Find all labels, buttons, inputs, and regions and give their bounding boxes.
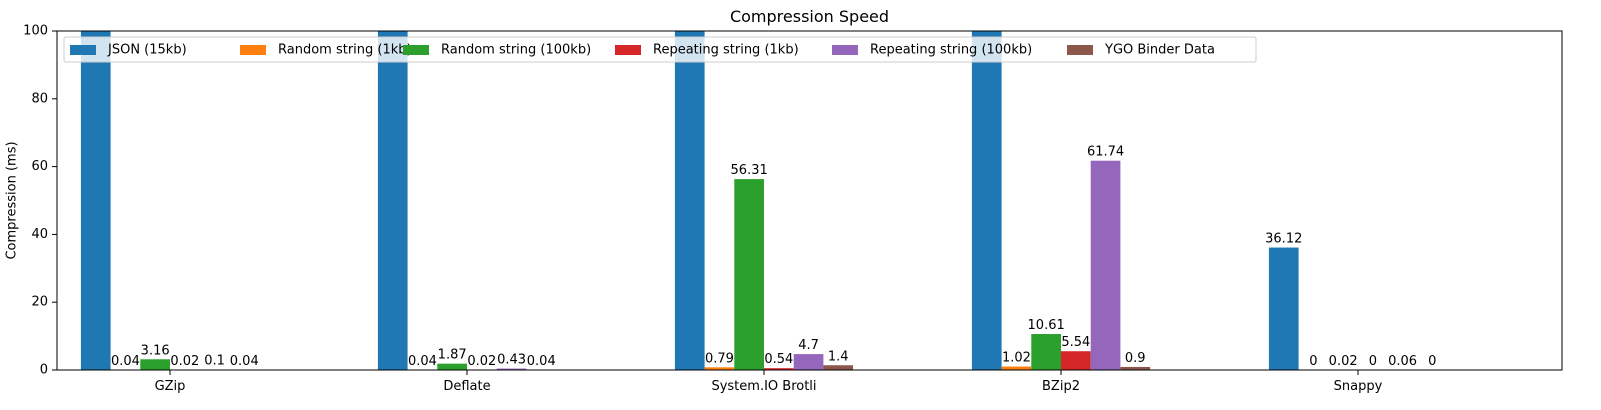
legend-label-0: JSON (15kb) xyxy=(107,43,187,58)
data-label-2-2: 56.31 xyxy=(731,163,768,178)
y-tick-label: 80 xyxy=(31,91,48,106)
chart-title: Compression Speed xyxy=(730,7,889,26)
data-label-4-4: 0.06 xyxy=(1388,354,1417,369)
bar-2-4 xyxy=(793,354,824,370)
y-tick-label: 100 xyxy=(23,24,48,39)
x-axis: GZip Deflate System.IO Brotli BZip2 Snappy xyxy=(155,370,1383,394)
bar-3-5 xyxy=(1120,366,1151,370)
legend-swatch-2 xyxy=(403,45,429,55)
data-label-0-5: 0.04 xyxy=(230,354,259,369)
bar-2-5 xyxy=(823,365,854,370)
data-label-4-2: 0.02 xyxy=(1329,354,1358,369)
bar-4-0 xyxy=(1268,247,1299,370)
data-label-4-0: 36.12 xyxy=(1265,232,1302,247)
bar-3-4 xyxy=(1090,160,1121,370)
data-label-1-3: 0.02 xyxy=(467,354,496,369)
legend-label-1: Random string (1kb) xyxy=(278,43,412,58)
data-label-2-4: 4.7 xyxy=(798,338,819,353)
data-label-4-3: 0 xyxy=(1369,354,1377,369)
data-label-4-1: 0 xyxy=(1309,354,1317,369)
data-label-4-5: 0 xyxy=(1428,354,1436,369)
legend-swatch-3 xyxy=(615,45,641,55)
plot-frame xyxy=(56,30,1563,371)
x-tick-label: BZip2 xyxy=(1042,379,1080,394)
y-tick-label: 20 xyxy=(31,295,48,310)
legend-label-4: Repeating string (100kb) xyxy=(870,43,1032,58)
bar-1-2 xyxy=(437,363,467,370)
legend-label-5: YGO Binder Data xyxy=(1104,43,1215,58)
legend: JSON (15kb) Random string (1kb) Random str… xyxy=(63,36,1257,63)
bar-3-3 xyxy=(1061,351,1091,370)
data-label-2-5: 1.4 xyxy=(828,349,849,364)
data-label-0-2: 3.16 xyxy=(141,343,170,358)
data-label-3-3: 5.54 xyxy=(1061,335,1090,350)
bar-3-1 xyxy=(1001,366,1032,370)
data-label-1-1: 0.04 xyxy=(408,354,437,369)
legend-swatch-0 xyxy=(70,45,96,55)
data-label-1-4: 0.43 xyxy=(497,353,526,368)
bar-0-0 xyxy=(80,31,111,370)
x-tick-label: System.IO Brotli xyxy=(711,379,816,394)
bar-2-3 xyxy=(764,368,794,370)
data-label-0-3: 0.02 xyxy=(170,354,199,369)
bars-layer xyxy=(80,31,1418,370)
y-axis: 0 20 40 60 80 100 xyxy=(23,24,57,378)
bar-2-2 xyxy=(734,179,764,370)
bar-2-1 xyxy=(704,367,735,370)
y-axis-label: Compression (ms) xyxy=(5,141,20,259)
data-label-3-5: 0.9 xyxy=(1125,351,1146,366)
legend-swatch-1 xyxy=(240,45,266,55)
data-label-1-2: 1.87 xyxy=(438,348,467,363)
bar-3-2 xyxy=(1031,334,1061,370)
bar-1-0 xyxy=(377,31,408,370)
legend-swatch-5 xyxy=(1067,45,1093,55)
y-tick-label: 40 xyxy=(31,227,48,242)
data-label-2-3: 0.54 xyxy=(764,352,793,367)
legend-label-3: Repeating string (1kb) xyxy=(653,43,799,58)
legend-label-2: Random string (100kb) xyxy=(441,43,591,58)
data-label-0-1: 0.04 xyxy=(111,354,140,369)
data-label-1-5: 0.04 xyxy=(527,354,556,369)
legend-swatch-4 xyxy=(832,45,858,55)
data-label-3-2: 10.61 xyxy=(1028,318,1065,333)
y-tick-label: 0 xyxy=(40,363,48,378)
legend-box xyxy=(63,36,1257,63)
bar-3-0 xyxy=(971,31,1002,370)
data-labels-layer: 0.043.160.02 0.1 0.04 0.04 1.87 0.02 0.43 0.04 0… xyxy=(111,145,1436,369)
bar-0-2 xyxy=(140,359,170,370)
data-label-2-1: 0.79 xyxy=(705,351,734,366)
data-label-0-4: 0.1 xyxy=(204,354,225,369)
bar-1-4 xyxy=(496,368,527,370)
data-label-3-4: 61.74 xyxy=(1087,145,1124,160)
data-label-3-1: 1.02 xyxy=(1002,351,1031,366)
y-tick-label: 60 xyxy=(31,159,48,174)
bar-2-0 xyxy=(674,31,705,370)
x-tick-label: Snappy xyxy=(1334,379,1383,394)
x-tick-label: Deflate xyxy=(443,379,490,394)
x-tick-label: GZip xyxy=(155,379,186,394)
